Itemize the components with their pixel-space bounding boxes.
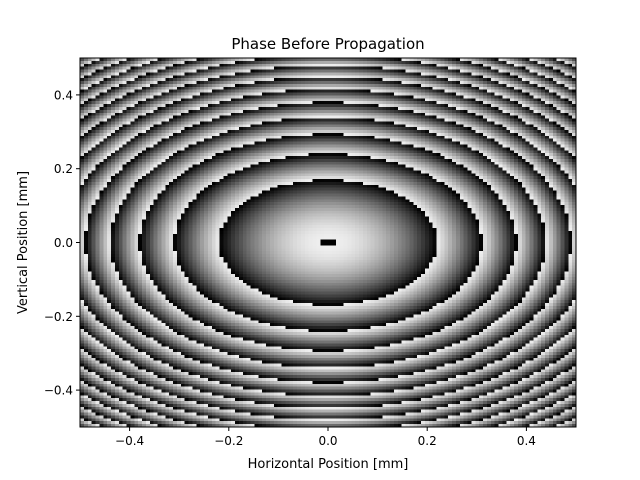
x-tick-label: 0.0 xyxy=(318,434,337,448)
y-axis-label: Vertical Position [mm] xyxy=(16,171,31,314)
x-axis: −0.4 −0.2 0.0 0.2 0.4 xyxy=(115,427,536,448)
y-tick-label: −0.4 xyxy=(44,384,73,398)
phase-heatmap xyxy=(80,58,576,427)
y-axis: −0.4 −0.2 0.0 0.2 0.4 xyxy=(44,88,80,398)
x-tick-label: 0.2 xyxy=(418,434,437,448)
x-tick-label: 0.4 xyxy=(517,434,536,448)
y-tick-label: 0.0 xyxy=(54,236,73,250)
chart-title: Phase Before Propagation xyxy=(231,35,424,53)
x-tick-label: −0.2 xyxy=(214,434,243,448)
y-tick-label: −0.2 xyxy=(44,310,73,324)
x-axis-label: Horizontal Position [mm] xyxy=(248,457,409,472)
y-tick-label: 0.4 xyxy=(54,88,73,102)
x-tick-label: −0.4 xyxy=(115,434,144,448)
phase-image xyxy=(80,58,576,427)
y-tick-label: 0.2 xyxy=(54,162,73,176)
